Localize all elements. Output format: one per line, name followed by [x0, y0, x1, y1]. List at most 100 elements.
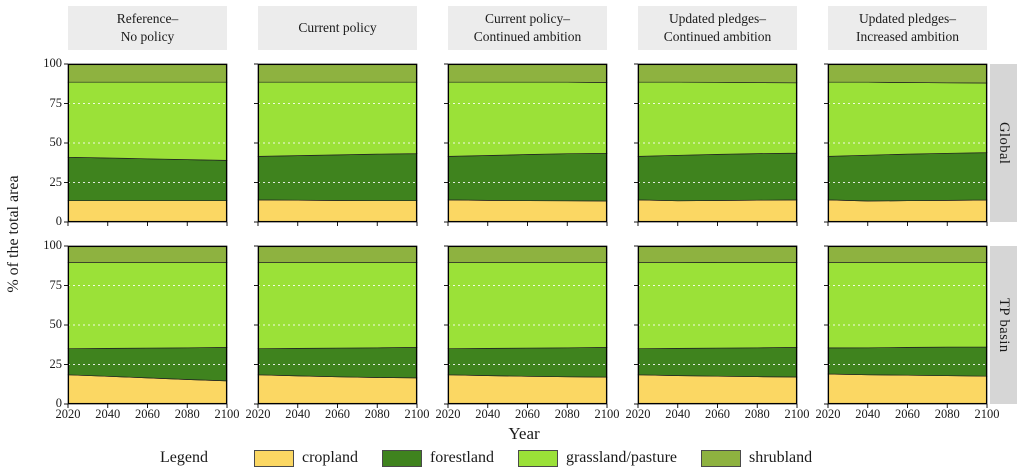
x-tick-label: 2060: [515, 407, 540, 421]
panel-tp-basin-updated-pledges-increased-ambition: 2020 2040 2060 2080 2100: [816, 245, 1000, 421]
area-shrubland: [447, 245, 608, 263]
legend-swatch-forestland: [381, 449, 422, 467]
x-tick-label: 2080: [554, 407, 580, 421]
y-tick-label: 0: [55, 214, 62, 228]
legend-item-cropland: cropland: [253, 449, 358, 467]
stacked-area-chart: [64, 63, 228, 226]
x-tick-label: 2100: [594, 407, 620, 421]
area-shrubland: [827, 63, 988, 84]
area-cropland: [67, 200, 228, 223]
area-grassland-pasture: [637, 81, 798, 157]
stacked-area-chart: [824, 245, 988, 408]
y-axis-title: % of the total area: [5, 175, 22, 293]
area-grassland-pasture: [67, 81, 228, 161]
x-tick-label: 2060: [325, 407, 350, 421]
facet-header-updated-pledges-continued-ambition: Updated pledges– Continued ambition: [638, 6, 797, 50]
legend-item-forestland: forestland: [381, 449, 494, 467]
y-tick-label: 100: [43, 238, 62, 252]
area-shrubland: [637, 63, 798, 84]
facet-header-updated-pledges-increased-ambition: Updated pledges– Increased ambition: [828, 6, 987, 50]
legend-item-shrubland: shrubland: [701, 449, 812, 467]
stacked-area-chart: [64, 245, 228, 408]
stacked-area-chart: [444, 245, 608, 408]
area-forestland: [827, 346, 988, 377]
y-tick-label: 50: [49, 135, 63, 149]
panel-tp-basin-current-policy-continued-ambition: 2020 2040 2060 2080 2100: [436, 245, 620, 421]
x-tick-label: 2100: [214, 407, 240, 421]
legend-label: grassland/pasture: [565, 449, 678, 466]
y-tick-label: 75: [49, 277, 63, 292]
panel-tp-basin-reference-no-policy: 2020 2040 2060 2080 2100: [56, 245, 240, 421]
legend-swatch-cropland: [253, 449, 294, 467]
area-shrubland: [67, 63, 228, 83]
area-grassland-pasture: [827, 262, 988, 349]
x-tick-label: 2020: [435, 407, 461, 421]
y-tick-label: 25: [49, 174, 63, 189]
area-grassland-pasture: [637, 262, 798, 350]
x-tick-label: 2100: [974, 407, 1000, 421]
x-tick-label: 2100: [784, 407, 810, 421]
legend-items: cropland forestland grassland/pasture shrub…: [253, 449, 836, 467]
area-cropland: [827, 199, 988, 223]
area-cropland: [447, 199, 608, 223]
area-shrubland: [447, 63, 608, 83]
y-tick-label: 0: [55, 396, 62, 410]
area-forestland: [447, 152, 608, 202]
area-forestland: [637, 152, 798, 202]
x-tick-label: 2080: [174, 407, 200, 421]
panel-global-current-policy: [254, 63, 418, 226]
x-tick-label: 2080: [934, 407, 960, 421]
y-tick-label: 100: [43, 56, 62, 70]
stacked-area-chart: [444, 63, 608, 226]
area-grassland-pasture: [257, 81, 418, 157]
x-tick-label: 2060: [135, 407, 160, 421]
legend-swatch-grassland-pasture: [517, 449, 558, 467]
area-cropland: [827, 373, 988, 405]
x-tick-label: 2020: [815, 407, 841, 421]
legend-label: forestland: [429, 449, 494, 466]
x-tick-label: 2040: [285, 407, 311, 421]
stacked-area-chart: [254, 245, 418, 408]
x-tick-label: 2080: [744, 407, 770, 421]
area-shrubland: [637, 245, 798, 263]
area-cropland: [447, 374, 608, 405]
facet-header-reference-no-policy: Reference– No policy: [68, 6, 227, 50]
area-shrubland: [257, 245, 418, 263]
area-forestland: [827, 152, 988, 202]
panel-border: [257, 63, 418, 223]
y-tick-label: 25: [49, 356, 63, 371]
legend-item-grassland-pasture: grassland/pasture: [517, 449, 678, 467]
stacked-area-chart: [634, 63, 798, 226]
panel-tp-basin-current-policy: 2020 2040 2060 2080 2100: [246, 245, 430, 421]
x-tick-label: 2060: [705, 407, 730, 421]
x-tick-label: 2040: [475, 407, 501, 421]
x-tick-label: 2100: [404, 407, 430, 421]
panel-border: [67, 63, 228, 223]
area-grassland-pasture: [447, 262, 608, 350]
panel-tp-basin-updated-pledges-continued-ambition: 2020 2040 2060 2080 2100: [626, 245, 810, 421]
area-forestland: [67, 156, 228, 202]
panel-border: [67, 245, 228, 405]
panel-border: [637, 245, 798, 405]
panel-border: [257, 245, 418, 405]
x-tick-label: 2040: [95, 407, 121, 421]
x-axis-title: Year: [508, 424, 540, 443]
area-shrubland: [827, 245, 988, 263]
y-tick-label: 75: [49, 95, 63, 110]
panel-global-updated-pledges-continued-ambition: [634, 63, 798, 226]
stacked-area-chart: [824, 63, 988, 226]
panel-border: [447, 245, 608, 405]
panel-border: [447, 63, 608, 223]
legend-label: cropland: [301, 449, 358, 466]
panel-border: [827, 245, 988, 405]
area-cropland: [257, 199, 418, 223]
legend: Legend cropland forestland grassland/pastu…: [160, 447, 836, 469]
panel-border: [827, 63, 988, 223]
stacked-area-chart: [254, 63, 418, 226]
x-tick-label: 2060: [895, 407, 920, 421]
panel-global-updated-pledges-increased-ambition: [824, 63, 988, 226]
x-tick-label: 2020: [55, 407, 81, 421]
area-forestland: [447, 347, 608, 378]
x-tick-label: 2040: [855, 407, 881, 421]
x-tick-label: 2040: [665, 407, 691, 421]
